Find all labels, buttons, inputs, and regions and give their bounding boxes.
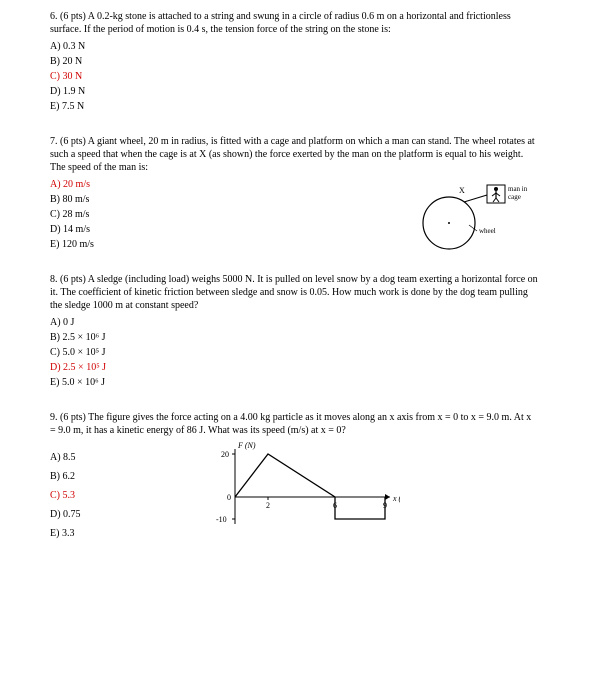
- q8-text: 8. (6 pts) A sledge (including load) wei…: [50, 273, 539, 312]
- q8-option-c: C) 5.0 × 10⁵ J: [50, 346, 539, 359]
- q6-option-b: B) 20 N: [50, 55, 539, 68]
- ytick-20: 20: [221, 450, 229, 459]
- q6-option-a: A) 0.3 N: [50, 40, 539, 53]
- ytick-0: 0: [227, 493, 231, 502]
- x-marker-label: X: [459, 186, 465, 195]
- cage-label-1: man in: [508, 185, 528, 193]
- q8-option-d: D) 2.5 × 10⁵ J: [50, 361, 539, 374]
- q9-chart: 20 0 -10 2 6 9 F (N) x (m): [210, 439, 400, 534]
- cage-label-2: cage: [508, 193, 521, 201]
- q6-text: 6. (6 pts) A 0.2-kg stone is attached to…: [50, 10, 539, 36]
- question-7: 7. (6 pts) A giant wheel, 20 m in radius…: [50, 135, 539, 251]
- force-chart-svg: 20 0 -10 2 6 9 F (N) x (m): [210, 439, 400, 534]
- question-9: 9. (6 pts) The figure gives the force ac…: [50, 411, 539, 540]
- q7-diagram: X wheel man in cage: [404, 183, 534, 263]
- ylabel: F (N): [237, 441, 256, 450]
- q6-option-d: D) 1.9 N: [50, 85, 539, 98]
- q8-option-b: B) 2.5 × 10⁶ J: [50, 331, 539, 344]
- q6-option-c: C) 30 N: [50, 70, 539, 83]
- wheel-label: wheel: [479, 227, 496, 235]
- q8-option-e: E) 5.0 × 10⁶ J: [50, 376, 539, 389]
- q8-option-a: A) 0 J: [50, 316, 539, 329]
- xlabel: x (m): [392, 494, 400, 503]
- wheel-diagram-svg: X wheel man in cage: [404, 183, 534, 263]
- q7-text: 7. (6 pts) A giant wheel, 20 m in radius…: [50, 135, 539, 174]
- force-line: [235, 454, 385, 519]
- q9-text: 9. (6 pts) The figure gives the force ac…: [50, 411, 539, 437]
- question-8: 8. (6 pts) A sledge (including load) wei…: [50, 273, 539, 389]
- question-6: 6. (6 pts) A 0.2-kg stone is attached to…: [50, 10, 539, 113]
- xtick-2: 2: [266, 501, 270, 510]
- ytick-neg10: -10: [216, 515, 227, 524]
- q6-option-e: E) 7.5 N: [50, 100, 539, 113]
